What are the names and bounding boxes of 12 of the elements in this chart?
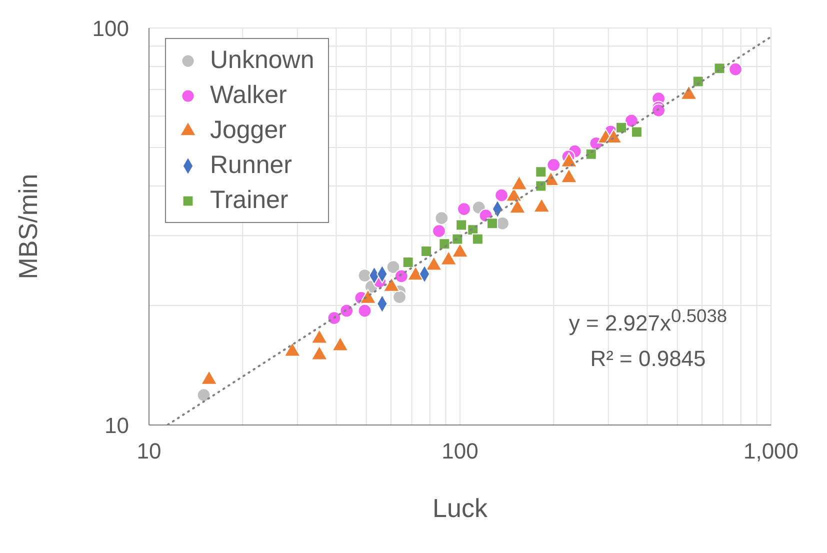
y-axis-title: MBS/min <box>13 174 44 280</box>
annotation: y = 2.927x$^{0.5038}$ <box>568 304 728 338</box>
legend-label: Unknown <box>210 45 314 76</box>
legend-label: Trainer <box>210 185 288 216</box>
x-tick-label: 1,000 <box>743 438 799 464</box>
x-tick-label: 10 <box>136 438 162 464</box>
legend-label: Runner <box>210 150 292 181</box>
annotation: R² = 0.9845 <box>589 345 707 374</box>
legend-label: Jogger <box>210 115 286 146</box>
x-axis-title: Luck <box>432 493 488 523</box>
legend-label: Walker <box>210 80 287 111</box>
x-tick-label: 100 <box>442 438 478 464</box>
